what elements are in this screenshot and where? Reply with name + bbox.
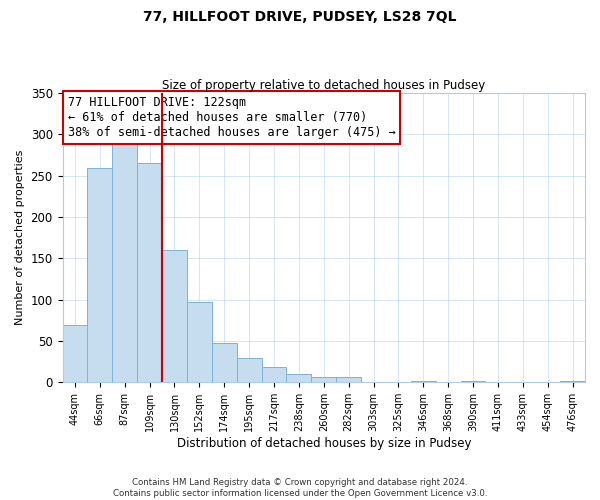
Bar [236, 358, 262, 382]
X-axis label: Distribution of detached houses by size in Pudsey: Distribution of detached houses by size … [176, 437, 471, 450]
Bar [88, 168, 112, 382]
Bar [162, 250, 187, 382]
Bar [62, 324, 88, 382]
Bar [461, 380, 485, 382]
Y-axis label: Number of detached properties: Number of detached properties [15, 150, 25, 326]
Bar [311, 378, 336, 382]
Text: Contains HM Land Registry data © Crown copyright and database right 2024.
Contai: Contains HM Land Registry data © Crown c… [113, 478, 487, 498]
Bar [336, 378, 361, 382]
Title: Size of property relative to detached houses in Pudsey: Size of property relative to detached ho… [162, 79, 485, 92]
Text: 77 HILLFOOT DRIVE: 122sqm
← 61% of detached houses are smaller (770)
38% of semi: 77 HILLFOOT DRIVE: 122sqm ← 61% of detac… [68, 96, 395, 139]
Bar [137, 164, 162, 382]
Bar [112, 140, 137, 382]
Bar [262, 366, 286, 382]
Text: 77, HILLFOOT DRIVE, PUDSEY, LS28 7QL: 77, HILLFOOT DRIVE, PUDSEY, LS28 7QL [143, 10, 457, 24]
Bar [286, 374, 311, 382]
Bar [187, 302, 212, 382]
Bar [411, 380, 436, 382]
Bar [560, 380, 585, 382]
Bar [212, 342, 236, 382]
